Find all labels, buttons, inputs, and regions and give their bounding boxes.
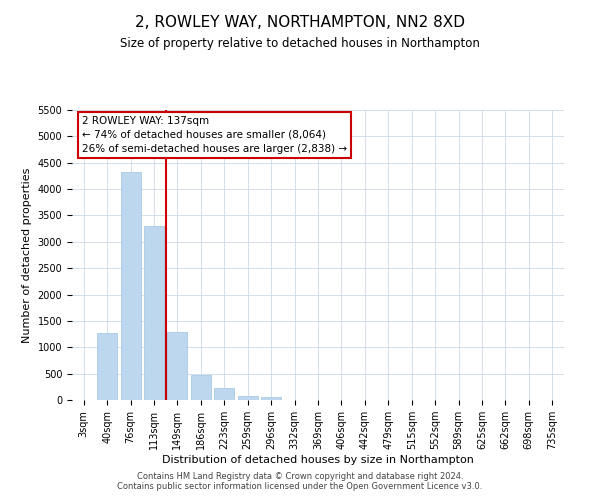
Bar — [121, 172, 140, 400]
Text: 2 ROWLEY WAY: 137sqm
← 74% of detached houses are smaller (8,064)
26% of semi-de: 2 ROWLEY WAY: 137sqm ← 74% of detached h… — [82, 116, 347, 154]
Bar — [238, 396, 257, 400]
Y-axis label: Number of detached properties: Number of detached properties — [22, 168, 32, 342]
Bar — [191, 374, 211, 400]
Bar — [167, 332, 187, 400]
Text: 2, ROWLEY WAY, NORTHAMPTON, NN2 8XD: 2, ROWLEY WAY, NORTHAMPTON, NN2 8XD — [135, 15, 465, 30]
Text: Contains HM Land Registry data © Crown copyright and database right 2024.: Contains HM Land Registry data © Crown c… — [137, 472, 463, 481]
Text: Size of property relative to detached houses in Northampton: Size of property relative to detached ho… — [120, 38, 480, 51]
Bar — [261, 398, 281, 400]
Bar — [97, 333, 117, 400]
Bar — [144, 226, 164, 400]
Bar — [214, 388, 234, 400]
Text: Contains public sector information licensed under the Open Government Licence v3: Contains public sector information licen… — [118, 482, 482, 491]
X-axis label: Distribution of detached houses by size in Northampton: Distribution of detached houses by size … — [162, 455, 474, 465]
